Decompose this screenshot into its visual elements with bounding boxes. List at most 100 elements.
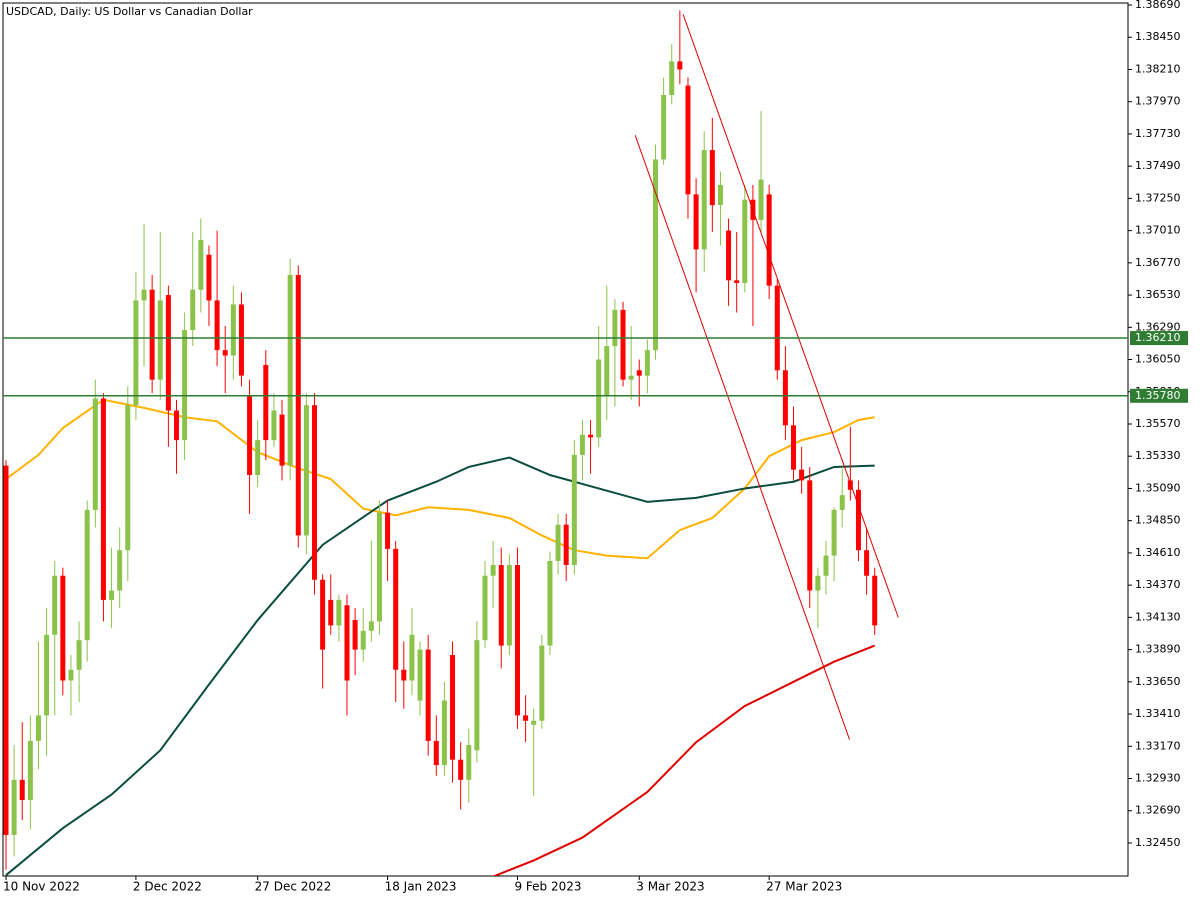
candle-body — [125, 405, 131, 551]
candle-body — [847, 480, 853, 490]
y-tick-label: 1.37730 — [1135, 127, 1181, 140]
y-tick-label: 1.36050 — [1135, 353, 1181, 366]
candle-body — [685, 85, 691, 195]
candle-body — [238, 304, 244, 376]
candle-body — [117, 550, 123, 591]
y-tick-label: 1.33650 — [1135, 675, 1181, 688]
candle-body — [52, 575, 58, 635]
candle-body — [498, 564, 504, 646]
candle-body — [636, 370, 642, 376]
candle-body — [669, 61, 675, 95]
candle-body — [620, 309, 626, 380]
x-tick-label: 27 Dec 2022 — [255, 880, 332, 894]
level-label: 1.36210 — [1135, 331, 1181, 344]
candle-body — [539, 645, 545, 721]
candle-body — [782, 370, 788, 426]
y-tick-label: 1.35330 — [1135, 449, 1181, 462]
candle-body — [709, 150, 715, 206]
y-tick-label: 1.34130 — [1135, 610, 1181, 623]
candle-body — [579, 434, 585, 455]
y-tick-label: 1.36290 — [1135, 320, 1181, 333]
y-tick-label: 1.38690 — [1135, 0, 1181, 11]
y-tick-label: 1.37250 — [1135, 191, 1181, 204]
candle-body — [815, 575, 821, 591]
y-tick-label: 1.34850 — [1135, 514, 1181, 527]
candle-body — [27, 740, 33, 800]
x-tick-label: 3 Mar 2023 — [636, 880, 704, 894]
candle-body — [474, 640, 480, 751]
y-tick-label: 1.37970 — [1135, 95, 1181, 108]
x-tick-label: 10 Nov 2022 — [3, 880, 80, 894]
candle-body — [368, 621, 374, 631]
y-tick-label: 1.36530 — [1135, 288, 1181, 301]
level-label-box — [1130, 388, 1188, 403]
candle-body — [3, 465, 9, 835]
candle-body — [872, 575, 878, 626]
candle-body — [701, 150, 707, 250]
candle-body — [466, 744, 472, 780]
x-tick-label: 9 Feb 2023 — [514, 880, 581, 894]
candle-body — [531, 720, 537, 725]
candle-body — [458, 759, 464, 780]
candle-body — [799, 469, 805, 481]
candle-body — [35, 715, 41, 741]
x-tick-label: 2 Dec 2022 — [133, 880, 202, 894]
x-tick-label: 27 Mar 2023 — [766, 880, 842, 894]
candle-body — [182, 329, 188, 441]
y-tick-label: 1.38450 — [1135, 30, 1181, 43]
candle-body — [271, 410, 277, 441]
moving-average — [492, 644, 876, 876]
candle-body — [157, 300, 163, 380]
y-tick-label: 1.33890 — [1135, 643, 1181, 656]
candle-body — [604, 346, 610, 396]
candle-body — [344, 605, 350, 681]
candle-body — [328, 599, 334, 626]
candle-body — [287, 274, 293, 466]
candle-body — [214, 300, 220, 351]
y-tick-label: 1.35090 — [1135, 481, 1181, 494]
candle-body — [758, 179, 764, 220]
candle-body — [263, 364, 269, 441]
candle-body — [352, 620, 358, 650]
candle-body — [766, 194, 772, 286]
candle-body — [742, 199, 748, 283]
candle-body — [588, 434, 594, 438]
candle-body — [409, 634, 415, 681]
candle-body — [68, 669, 74, 681]
candle-body — [855, 489, 861, 551]
candle-body — [791, 425, 797, 470]
candle-body — [433, 740, 439, 766]
candle-body — [523, 715, 529, 721]
candle-body — [612, 309, 618, 347]
candle-body — [84, 509, 90, 641]
candle-body — [482, 575, 488, 641]
candle-body — [677, 61, 683, 70]
candle-body — [839, 495, 845, 510]
candle-body — [393, 548, 399, 670]
candle-body — [450, 654, 456, 760]
candle-body — [385, 512, 391, 549]
candle-body — [823, 555, 829, 576]
candle-body — [141, 289, 147, 301]
y-tick-label: 1.34610 — [1135, 546, 1181, 559]
candle-body — [320, 579, 326, 650]
candle-body — [11, 779, 17, 835]
candle-body — [133, 300, 139, 406]
candle-body — [336, 599, 342, 626]
candle-body — [628, 375, 634, 380]
candle-body — [255, 440, 261, 476]
moving-average — [5, 398, 875, 560]
candle-body — [198, 240, 204, 290]
candle-body — [417, 649, 423, 701]
candle-body — [149, 289, 155, 380]
candle-body — [506, 564, 512, 646]
candle-body — [490, 564, 496, 576]
candle-body — [425, 649, 431, 741]
candle-body — [693, 194, 699, 250]
y-tick-label: 1.37010 — [1135, 224, 1181, 237]
candle-body — [864, 550, 870, 576]
candle-body — [295, 274, 301, 536]
candle-body — [100, 398, 106, 600]
